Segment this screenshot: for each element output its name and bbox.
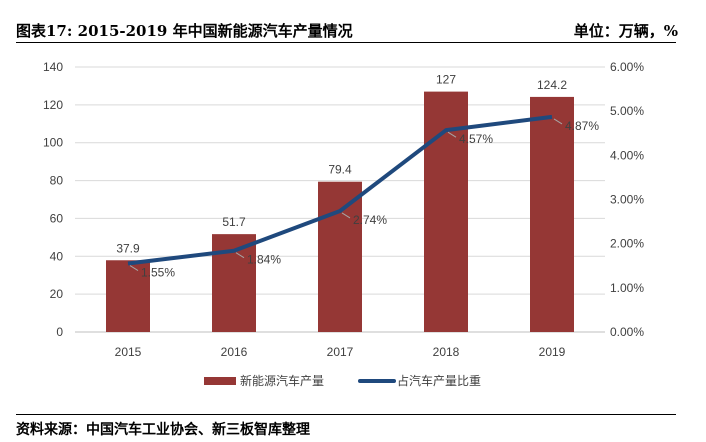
legend-label-line: 占汽车产量比重 (397, 373, 481, 388)
bar-data-label: 51.7 (222, 215, 246, 229)
right-tick-label: 3.00% (610, 193, 644, 207)
line-data-label: 4.57% (459, 132, 493, 146)
bar-data-label: 127 (436, 73, 456, 87)
unit-label: 单位：万辆，% (573, 22, 678, 40)
x-tick-label: 2017 (327, 345, 354, 359)
leader-line (447, 131, 457, 138)
top-rule (16, 42, 676, 43)
leader-line (553, 118, 563, 125)
left-tick-label: 140 (43, 60, 63, 74)
line-data-label: 4.87% (565, 119, 599, 133)
x-tick-label: 2015 (115, 345, 142, 359)
bar-data-label: 79.4 (328, 163, 352, 177)
bottom-rule (16, 414, 676, 415)
leader-line (235, 252, 245, 259)
leader-line (129, 265, 139, 271)
left-tick-label: 0 (56, 325, 63, 339)
legend-label-bar: 新能源汽车产量 (240, 373, 324, 388)
bar-data-label: 124.2 (537, 78, 567, 92)
legend-swatch-bar (204, 377, 236, 385)
line-data-label: 1.84% (247, 253, 281, 267)
line-data-label: 1.55% (141, 266, 175, 280)
line-data-label: 2.74% (353, 213, 387, 227)
leader-line (341, 212, 351, 219)
left-tick-label: 80 (50, 174, 64, 188)
right-tick-label: 5.00% (610, 104, 644, 118)
bar (530, 96, 574, 333)
source-note: 资料来源：中国汽车工业协会、新三板智库整理 (16, 422, 310, 438)
bar (106, 260, 150, 332)
bar (318, 181, 362, 332)
right-tick-label: 2.00% (610, 237, 644, 251)
figure-title: 图表17: 2015-2019 年中国新能源汽车产量情况 (16, 22, 353, 40)
right-tick-label: 1.00% (610, 281, 644, 295)
right-tick-label: 0.00% (610, 325, 644, 339)
left-tick-label: 20 (50, 287, 64, 301)
bar-data-label: 37.9 (116, 241, 140, 255)
x-tick-label: 2018 (433, 345, 460, 359)
left-tick-label: 120 (43, 98, 63, 112)
left-tick-label: 40 (50, 249, 64, 263)
left-tick-label: 60 (50, 211, 64, 225)
x-tick-label: 2019 (539, 345, 566, 359)
right-tick-label: 6.00% (610, 60, 644, 74)
left-tick-label: 100 (43, 136, 63, 150)
x-tick-label: 2016 (221, 345, 248, 359)
line-series (127, 114, 553, 266)
right-tick-label: 4.00% (610, 148, 644, 162)
